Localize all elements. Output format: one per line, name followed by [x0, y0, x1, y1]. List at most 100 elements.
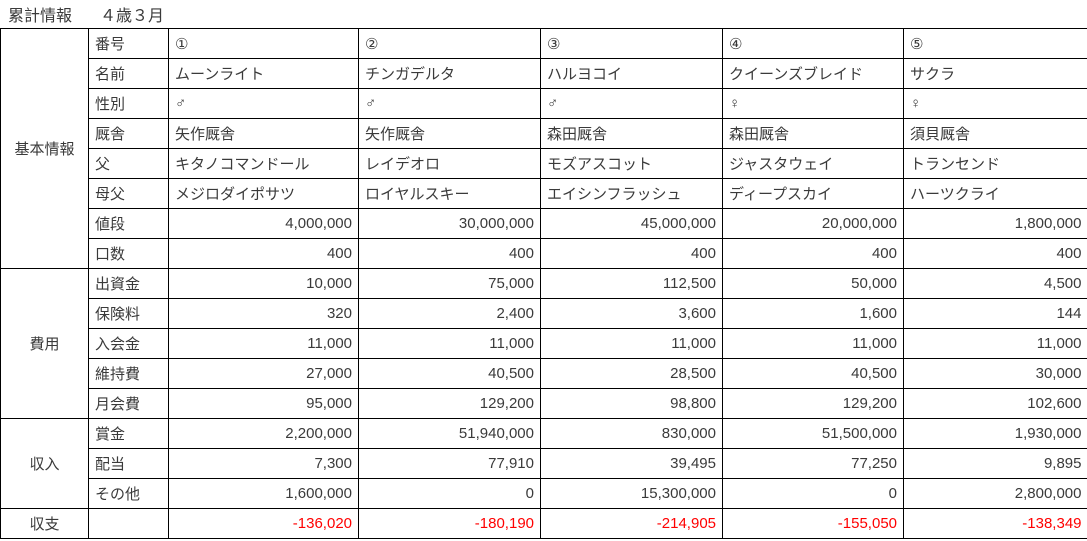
- row-label[interactable]: 性別: [88, 88, 169, 119]
- data-cell[interactable]: トランセンド: [903, 148, 1087, 179]
- data-cell[interactable]: 102,600: [903, 388, 1087, 419]
- data-cell[interactable]: 2,800,000: [903, 478, 1087, 509]
- data-cell[interactable]: 0: [358, 478, 541, 509]
- data-cell[interactable]: 30,000,000: [358, 208, 541, 239]
- data-cell[interactable]: 4,000,000: [168, 208, 359, 239]
- data-cell[interactable]: ♂: [540, 88, 723, 119]
- data-cell[interactable]: モズアスコット: [540, 148, 723, 179]
- row-label[interactable]: 入会金: [88, 328, 169, 359]
- data-cell[interactable]: 3,600: [540, 298, 723, 329]
- row-label[interactable]: 維持費: [88, 358, 169, 389]
- data-cell[interactable]: クイーンズブレイド: [722, 58, 904, 89]
- data-cell[interactable]: エイシンフラッシュ: [540, 178, 723, 209]
- data-cell[interactable]: ♂: [358, 88, 541, 119]
- data-cell[interactable]: 39,495: [540, 448, 723, 479]
- data-cell[interactable]: 矢作厩舎: [358, 118, 541, 149]
- data-cell[interactable]: -180,190: [358, 508, 541, 539]
- data-cell[interactable]: メジロダイポサツ: [168, 178, 359, 209]
- data-cell[interactable]: 森田厩舎: [540, 118, 723, 149]
- data-cell[interactable]: 75,000: [358, 268, 541, 299]
- data-cell[interactable]: 1,800,000: [903, 208, 1087, 239]
- data-cell[interactable]: ②: [358, 28, 541, 59]
- data-cell[interactable]: レイデオロ: [358, 148, 541, 179]
- group-header-expenses[interactable]: 費用: [0, 268, 89, 419]
- data-cell[interactable]: 400: [358, 238, 541, 269]
- data-cell[interactable]: ♀: [722, 88, 904, 119]
- data-cell[interactable]: 須貝厩舎: [903, 118, 1087, 149]
- data-cell[interactable]: ♀: [903, 88, 1087, 119]
- data-cell[interactable]: 11,000: [903, 328, 1087, 359]
- row-label[interactable]: 保険料: [88, 298, 169, 329]
- data-cell[interactable]: 51,940,000: [358, 418, 541, 449]
- data-cell[interactable]: 144: [903, 298, 1087, 329]
- data-cell[interactable]: 830,000: [540, 418, 723, 449]
- group-header-income[interactable]: 収入: [0, 418, 89, 509]
- data-cell[interactable]: ♂: [168, 88, 359, 119]
- data-cell[interactable]: 1,600,000: [168, 478, 359, 509]
- row-label[interactable]: 母父: [88, 178, 169, 209]
- row-label[interactable]: 月会費: [88, 388, 169, 419]
- data-cell[interactable]: -136,020: [168, 508, 359, 539]
- data-cell[interactable]: 400: [903, 238, 1087, 269]
- data-cell[interactable]: 27,000: [168, 358, 359, 389]
- data-cell[interactable]: 7,300: [168, 448, 359, 479]
- data-cell[interactable]: 30,000: [903, 358, 1087, 389]
- data-cell[interactable]: 40,500: [358, 358, 541, 389]
- data-cell[interactable]: 11,000: [540, 328, 723, 359]
- report-title[interactable]: 累計情報: [8, 8, 73, 25]
- group-header-basic-info[interactable]: 基本情報: [0, 28, 89, 269]
- data-cell[interactable]: 15,300,000: [540, 478, 723, 509]
- data-cell[interactable]: 129,200: [722, 388, 904, 419]
- data-cell[interactable]: 11,000: [168, 328, 359, 359]
- data-cell[interactable]: 1,600: [722, 298, 904, 329]
- data-cell[interactable]: 森田厩舎: [722, 118, 904, 149]
- data-cell[interactable]: 28,500: [540, 358, 723, 389]
- group-header-balance[interactable]: 収支: [0, 508, 89, 539]
- data-cell[interactable]: 2,400: [358, 298, 541, 329]
- data-cell[interactable]: 9,895: [903, 448, 1087, 479]
- data-cell[interactable]: ④: [722, 28, 904, 59]
- data-cell[interactable]: ムーンライト: [168, 58, 359, 89]
- data-cell[interactable]: 矢作厩舎: [168, 118, 359, 149]
- data-cell[interactable]: サクラ: [903, 58, 1087, 89]
- data-cell[interactable]: 129,200: [358, 388, 541, 419]
- data-cell[interactable]: 10,000: [168, 268, 359, 299]
- row-label[interactable]: 番号: [88, 28, 169, 59]
- report-period[interactable]: ４歳３月: [100, 8, 165, 25]
- data-cell[interactable]: 0: [722, 478, 904, 509]
- row-label[interactable]: 出資金: [88, 268, 169, 299]
- data-cell[interactable]: ハルヨコイ: [540, 58, 723, 89]
- row-label[interactable]: 厩舎: [88, 118, 169, 149]
- data-cell[interactable]: ハーツクライ: [903, 178, 1087, 209]
- data-cell[interactable]: ①: [168, 28, 359, 59]
- row-label[interactable]: 賞金: [88, 418, 169, 449]
- row-label[interactable]: [88, 508, 169, 539]
- row-label[interactable]: 父: [88, 148, 169, 179]
- data-cell[interactable]: 50,000: [722, 268, 904, 299]
- data-cell[interactable]: 11,000: [358, 328, 541, 359]
- data-cell[interactable]: 400: [722, 238, 904, 269]
- data-cell[interactable]: 77,250: [722, 448, 904, 479]
- data-cell[interactable]: 20,000,000: [722, 208, 904, 239]
- row-label[interactable]: 配当: [88, 448, 169, 479]
- data-cell[interactable]: 112,500: [540, 268, 723, 299]
- data-cell[interactable]: -138,349: [903, 508, 1087, 539]
- data-cell[interactable]: -214,905: [540, 508, 723, 539]
- row-label[interactable]: 値段: [88, 208, 169, 239]
- data-cell[interactable]: 95,000: [168, 388, 359, 419]
- data-cell[interactable]: ⑤: [903, 28, 1087, 59]
- data-cell[interactable]: 2,200,000: [168, 418, 359, 449]
- data-cell[interactable]: 1,930,000: [903, 418, 1087, 449]
- data-cell[interactable]: ロイヤルスキー: [358, 178, 541, 209]
- data-cell[interactable]: 45,000,000: [540, 208, 723, 239]
- data-cell[interactable]: 40,500: [722, 358, 904, 389]
- row-label[interactable]: 口数: [88, 238, 169, 269]
- data-cell[interactable]: 98,800: [540, 388, 723, 419]
- data-cell[interactable]: 400: [540, 238, 723, 269]
- data-cell[interactable]: 400: [168, 238, 359, 269]
- data-cell[interactable]: 77,910: [358, 448, 541, 479]
- data-cell[interactable]: 4,500: [903, 268, 1087, 299]
- row-label[interactable]: 名前: [88, 58, 169, 89]
- data-cell[interactable]: 51,500,000: [722, 418, 904, 449]
- data-cell[interactable]: 11,000: [722, 328, 904, 359]
